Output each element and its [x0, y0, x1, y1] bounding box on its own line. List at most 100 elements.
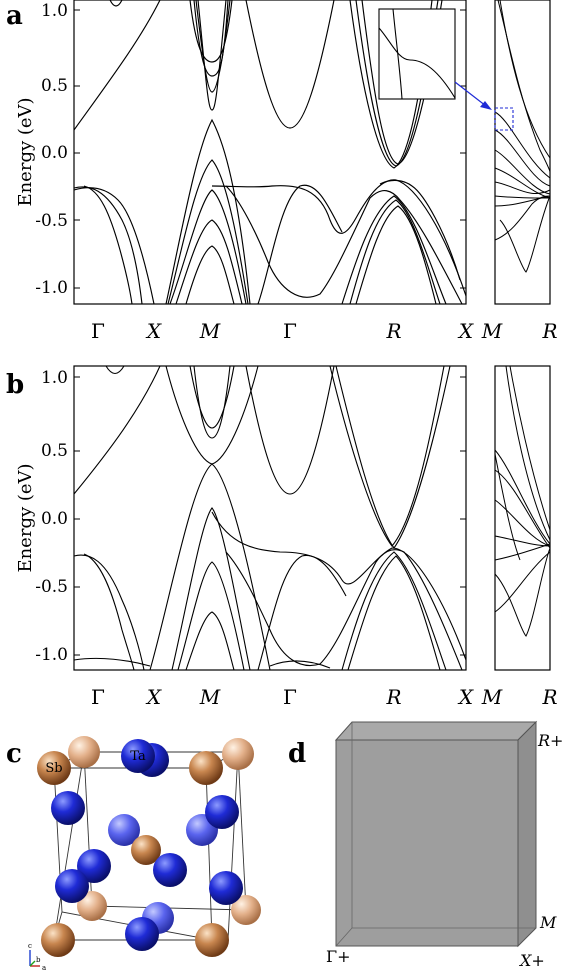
- sb-atom: [189, 751, 223, 785]
- kpoint-label: X: [145, 685, 162, 709]
- ta-atom: [51, 791, 85, 825]
- panel-a-inset-arrow: [454, 81, 492, 110]
- kpoint-label: M: [481, 685, 503, 709]
- band-line: [165, 365, 259, 465]
- bz-box: [334, 720, 538, 948]
- band-line: [494, 551, 551, 613]
- band-line: [494, 195, 551, 241]
- band-line: [257, 184, 343, 305]
- panel-a-ylabel: Energy (eV): [15, 97, 36, 206]
- kpoint-label: R: [541, 685, 557, 709]
- ta-atom: [55, 869, 89, 903]
- axis-b-label: b: [36, 956, 41, 964]
- band-line: [379, 179, 461, 281]
- band-line: [245, 365, 335, 495]
- band-line: [494, 167, 551, 199]
- sb-atom: [231, 895, 261, 925]
- band-line: [494, 181, 551, 195]
- kpoint-label: X: [457, 319, 474, 343]
- panel-b-ylabel: Energy (eV): [15, 463, 36, 572]
- bz-label-m: M: [539, 913, 557, 932]
- band-line: [341, 195, 447, 305]
- band-line: [171, 507, 251, 671]
- kpoint-label: R: [385, 685, 401, 709]
- band-line: [494, 535, 551, 547]
- band-line: [175, 219, 243, 305]
- axis-c-label: c: [28, 942, 32, 950]
- band-line: [83, 185, 133, 305]
- band-line: [189, 365, 235, 429]
- kpoint-label: Γ: [283, 319, 297, 343]
- band-line: [83, 553, 135, 671]
- axis-triad: c b a: [28, 942, 46, 972]
- panel-c-letter: c: [6, 739, 22, 769]
- panel-a-zoom-box: [494, 107, 514, 131]
- panel-b-ytick: -1.0: [35, 645, 68, 665]
- kpoint-label: R: [385, 319, 401, 343]
- panel-a-side-frame: [494, 0, 551, 305]
- kpoint-label: M: [481, 319, 503, 343]
- sb-atom: [37, 751, 71, 785]
- kpoint-label: Γ: [91, 685, 105, 709]
- panel-a-ytick: -0.5: [35, 211, 68, 231]
- band-line: [167, 159, 249, 305]
- band-line: [349, 199, 441, 305]
- panel-a-ytick: -1.0: [35, 278, 68, 298]
- band-line: [193, 365, 231, 439]
- kpoint-label: Γ: [91, 319, 105, 343]
- band-line: [245, 0, 335, 129]
- band-line: [169, 189, 247, 305]
- kpoint-label: R: [541, 319, 557, 343]
- sb-label: Sb: [45, 761, 62, 776]
- band-line: [165, 118, 251, 305]
- band-line: [73, 657, 151, 667]
- ta-label: Ta: [130, 749, 146, 764]
- bz-label-gamma: Γ+: [326, 947, 351, 966]
- band-line: [185, 245, 235, 305]
- panel-a-inset: [378, 8, 456, 100]
- ta-atom: [121, 739, 155, 773]
- band-line: [211, 511, 467, 661]
- band-line: [109, 0, 123, 7]
- panel-a-bands: [73, 0, 467, 305]
- panel-a-main-frame: [73, 0, 467, 305]
- panel-a-ytick: 0.5: [41, 76, 68, 96]
- panel-c: c: [6, 736, 261, 972]
- band-line: [335, 365, 451, 549]
- band-line: [494, 111, 551, 179]
- ta-atom: [153, 853, 187, 887]
- panel-a-inset-bands: [378, 8, 456, 100]
- panel-d-letter: d: [288, 739, 306, 769]
- sb-atom: [41, 923, 75, 957]
- panel-a: a Energy (eV) 1.0 0.5 0.0 -0.5 -1.0: [6, 0, 558, 343]
- panel-a-yticks: 1.0 0.5 0.0 -0.5 -1.0: [35, 1, 68, 298]
- kpoint-label: M: [199, 685, 221, 709]
- kpoint-label: X: [457, 685, 474, 709]
- ta-atom: [209, 871, 243, 905]
- band-line: [494, 195, 551, 207]
- panel-b: b Energy (eV) 1.0 0.5 0.0 -0.5 -1.0: [6, 365, 558, 709]
- band-line: [225, 549, 463, 671]
- panel-b-ytick: 0.5: [41, 441, 68, 461]
- panel-a-ytick: 1.0: [41, 1, 68, 21]
- band-line: [494, 195, 551, 199]
- axis-a-label: a: [42, 964, 46, 972]
- panel-b-ytick: 0.0: [41, 509, 68, 529]
- band-line: [73, 0, 161, 131]
- panel-b-side-frame: [494, 365, 551, 671]
- sb-atom: [77, 891, 107, 921]
- band-line: [499, 0, 551, 159]
- band-line: [177, 561, 245, 671]
- ta-atom: [205, 795, 239, 829]
- band-line: [494, 129, 551, 187]
- band-line: [494, 449, 551, 545]
- panel-b-ytick: 1.0: [41, 368, 68, 388]
- band-line: [211, 179, 467, 297]
- band-line: [494, 543, 551, 561]
- panel-b-yticks: 1.0 0.5 0.0 -0.5 -1.0: [35, 368, 68, 665]
- panel-b-kpoints: Γ X M Γ R X M R: [91, 685, 557, 709]
- band-line: [509, 365, 551, 531]
- panel-a-ytick: 0.0: [41, 143, 68, 163]
- band-line: [355, 205, 437, 305]
- panel-a-kpoints: Γ X M Γ R X M R: [91, 319, 557, 343]
